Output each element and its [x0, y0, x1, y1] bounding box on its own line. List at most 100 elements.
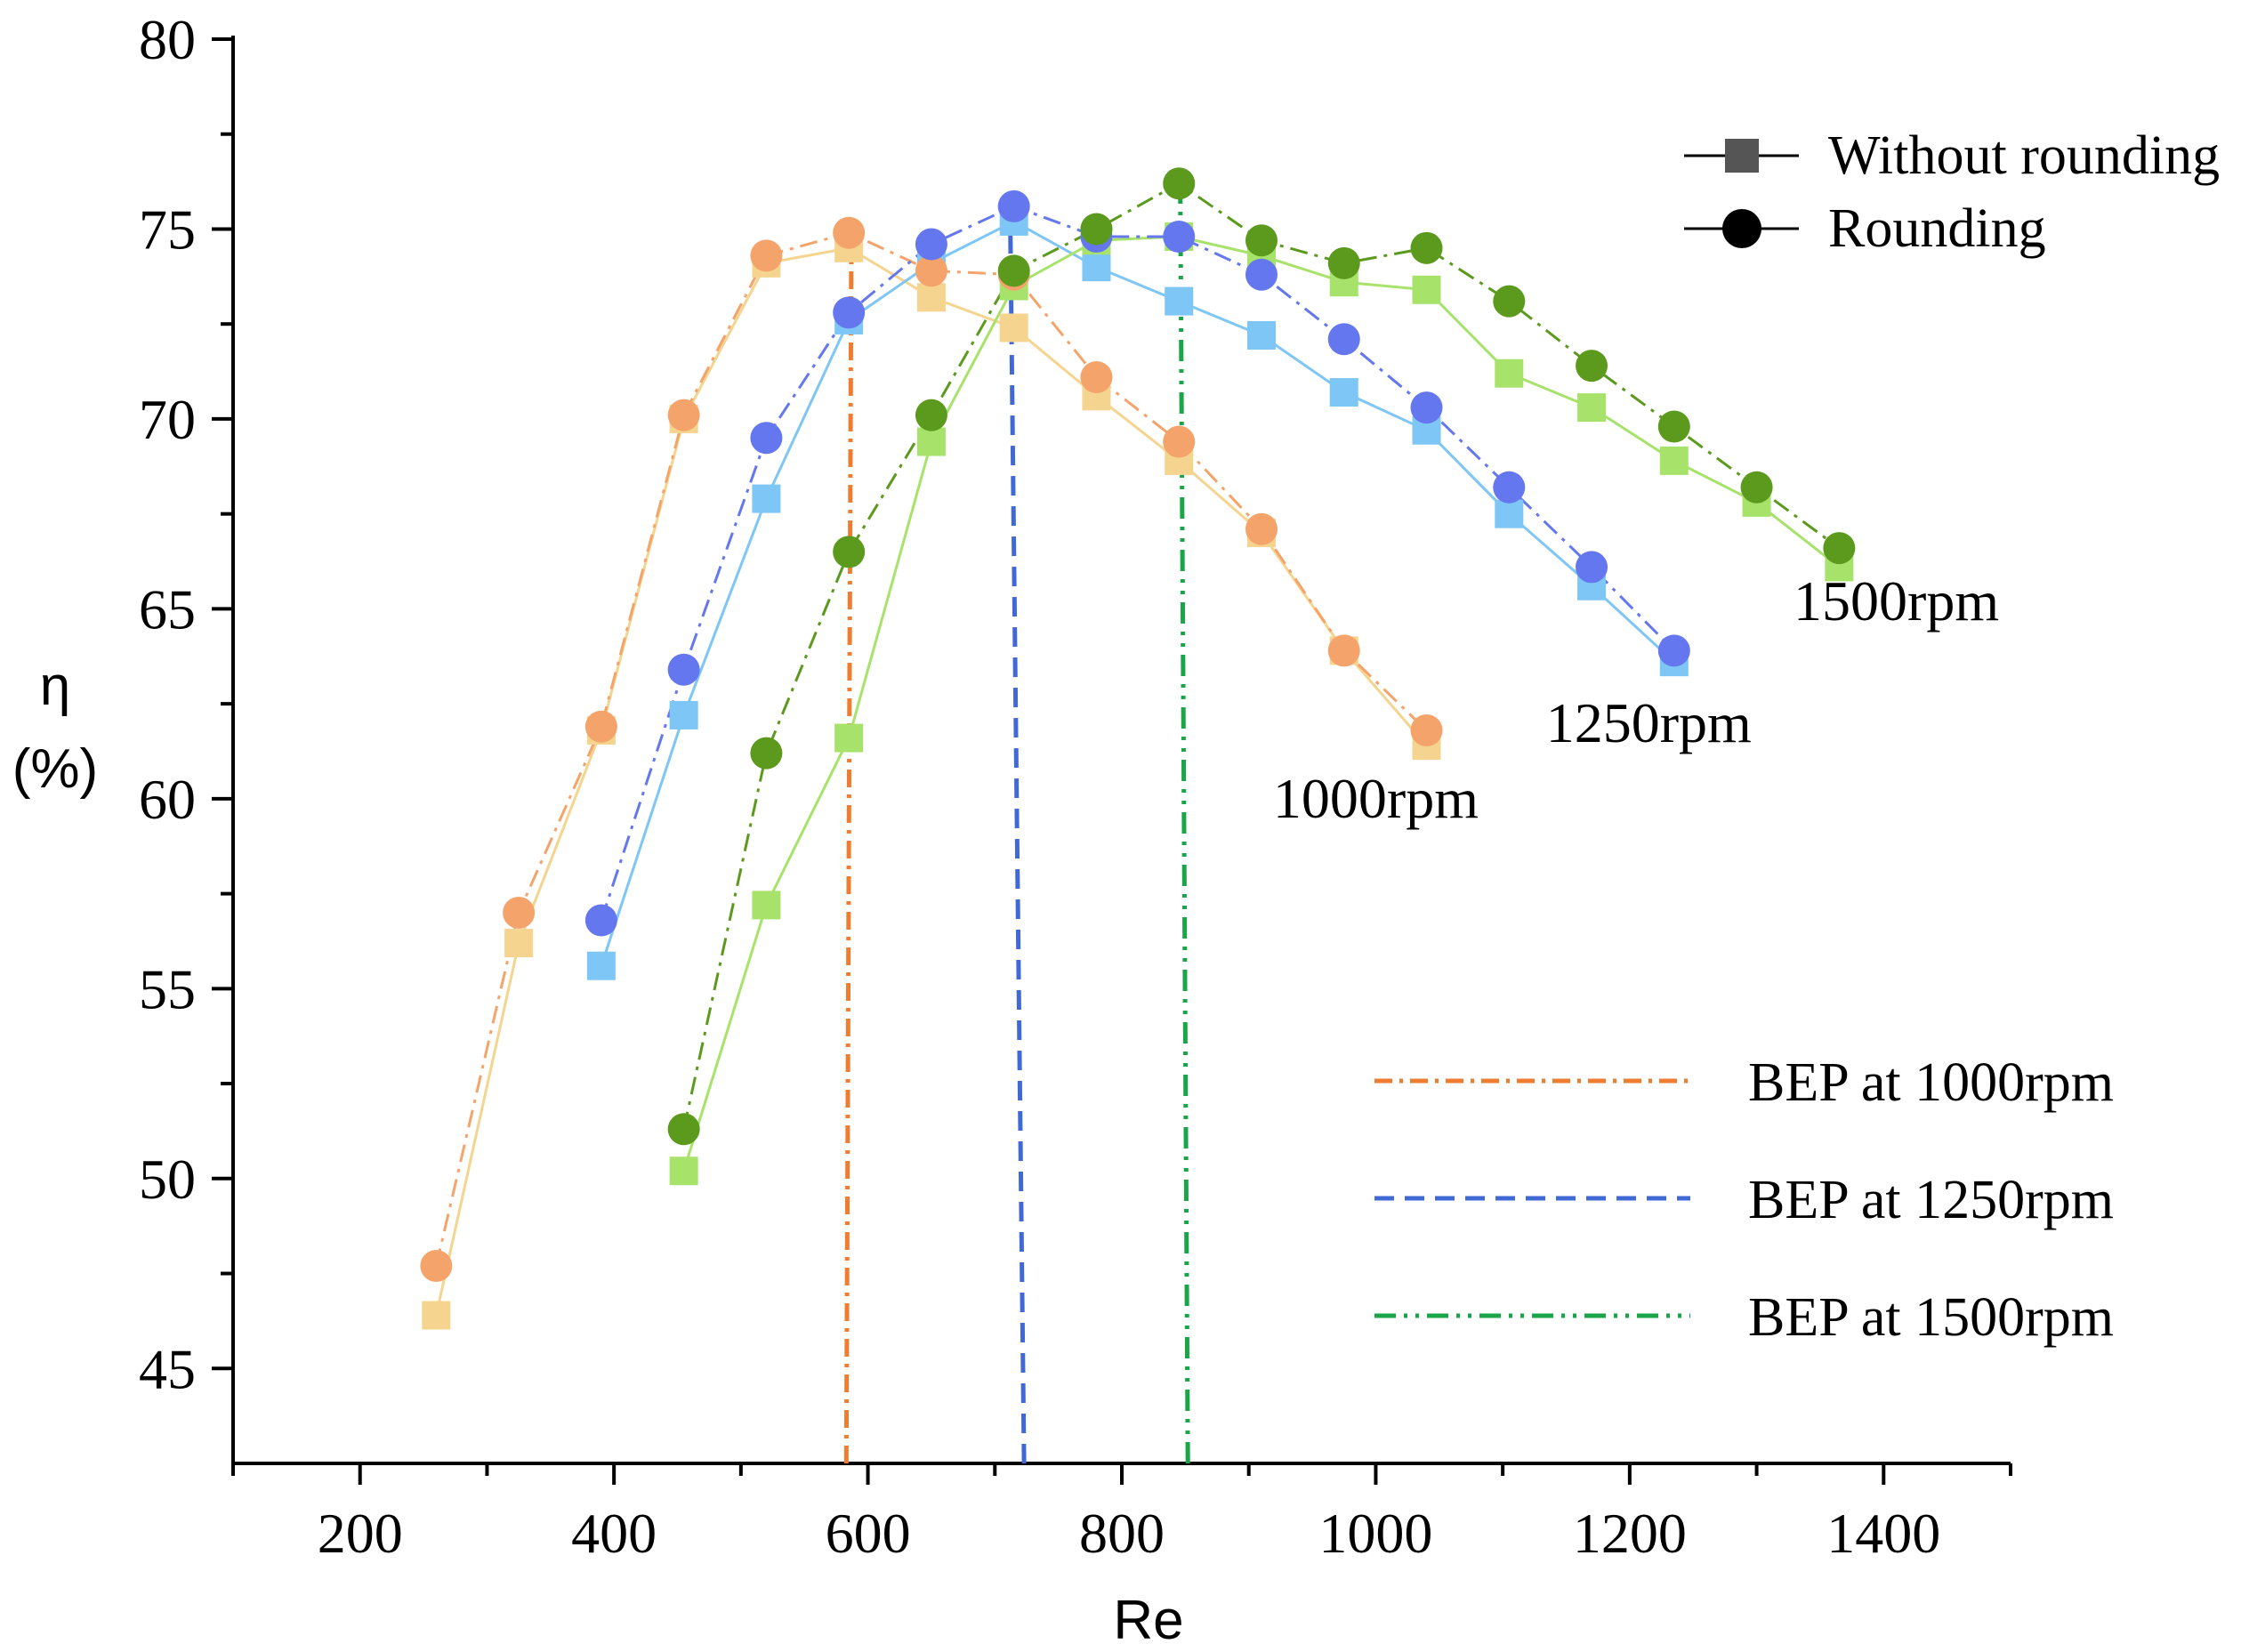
y-tick-label: 60 [139, 768, 196, 831]
data-point-square [1495, 359, 1524, 388]
data-point-square [422, 1301, 451, 1330]
y-tick-label: 75 [139, 197, 196, 261]
y-tick-label: 65 [139, 577, 196, 641]
data-point-circle [1327, 323, 1360, 356]
series-label: 1000rpm [1273, 767, 1479, 830]
data-point-square [1412, 275, 1441, 304]
bep-vertical-line [1007, 205, 1027, 1464]
data-point-square [916, 283, 946, 312]
data-point-circle [1657, 634, 1690, 667]
data-point-circle [1327, 634, 1360, 667]
data-point-square [999, 313, 1028, 342]
data-point-square [1577, 393, 1607, 423]
data-point-circle [1493, 471, 1526, 504]
y-tick-label: 80 [139, 8, 196, 71]
y-tick-label: 50 [139, 1148, 196, 1211]
series-line [600, 220, 1675, 967]
data-point-circle [1327, 246, 1360, 279]
data-point-circle [750, 239, 783, 272]
data-point-square [916, 427, 946, 456]
x-tick-label: 800 [1079, 1502, 1165, 1565]
axes: 45 50 55 60 65 70 75 80 200 400 600 800 1000 1200 1400… [12, 8, 2012, 1651]
data-point-square [1165, 286, 1194, 316]
data-point-circle [1080, 360, 1113, 393]
data-point-square [1329, 378, 1358, 407]
data-point-circle [1245, 258, 1278, 291]
series [420, 167, 1856, 1330]
legend-marker-label: Without rounding [1828, 125, 2220, 186]
data-point-circle [1410, 714, 1443, 747]
legend-bep-label: BEP at 1000rpm [1748, 1052, 2114, 1113]
bep-lines [843, 183, 1190, 1464]
y-tick-label: 55 [139, 957, 196, 1020]
data-point-square [586, 951, 616, 980]
data-point-circle [1576, 551, 1608, 584]
y-tick-label: 70 [139, 388, 196, 451]
data-point-circle [1740, 471, 1773, 504]
data-point-circle [1657, 410, 1690, 443]
y-axis-title-unit: (%) [12, 738, 98, 800]
data-point-square [1246, 321, 1276, 351]
data-point-circle [584, 710, 617, 743]
y-tick-label: 45 [139, 1337, 196, 1400]
data-point-circle [997, 189, 1030, 222]
data-point-circle [915, 399, 947, 431]
y-axis-title-symbol: η [40, 656, 70, 717]
data-point-circle [833, 216, 866, 249]
data-point-square [669, 700, 698, 729]
data-point-circle [1163, 221, 1196, 254]
bep-vertical-line [1178, 183, 1190, 1464]
x-tick-label: 400 [571, 1502, 657, 1565]
x-tick-label: 1000 [1318, 1502, 1432, 1565]
data-point-circle [1493, 285, 1526, 318]
data-point-circle [1080, 213, 1113, 246]
data-point-circle [667, 399, 700, 431]
data-point-circle [420, 1249, 453, 1282]
data-point-circle [750, 422, 783, 455]
legend-circle-marker [1722, 209, 1761, 248]
data-point-circle [833, 296, 866, 329]
data-point-circle [1245, 512, 1278, 545]
data-point-circle [584, 904, 617, 937]
data-point-circle [1576, 350, 1608, 383]
legend-bep-label: BEP at 1250rpm [1748, 1170, 2114, 1230]
series-label: 1250rpm [1546, 691, 1752, 754]
data-point-circle [833, 536, 866, 568]
data-point-square [1082, 253, 1111, 282]
series-label: 1500rpm [1794, 569, 1999, 633]
data-point-circle [1163, 167, 1196, 200]
series-labels: 1000rpm 1250rpm 1500rpm [1273, 569, 1999, 830]
x-tick-label: 600 [826, 1502, 911, 1565]
data-point-circle [1163, 425, 1196, 458]
data-point-circle [667, 653, 700, 686]
data-point-circle [503, 896, 536, 929]
x-tick-label: 1400 [1826, 1502, 1940, 1565]
legend-square-marker [1725, 139, 1759, 173]
data-point-circle [750, 737, 783, 770]
series-line [600, 205, 1675, 921]
data-point-circle [1245, 224, 1278, 257]
x-tick-label: 200 [318, 1502, 403, 1565]
data-point-square [752, 484, 781, 513]
data-point-square [504, 929, 534, 958]
data-point-square [752, 890, 781, 920]
legends: Without rounding Rounding BEP at 1000rpm BE… [1374, 125, 2220, 1348]
data-point-circle [667, 1113, 700, 1146]
data-point-circle [915, 228, 947, 261]
data-point-square [1659, 446, 1689, 475]
legend-bep-label: BEP at 1500rpm [1748, 1287, 2114, 1348]
x-tick-label: 1200 [1573, 1502, 1687, 1565]
data-point-square [834, 723, 864, 753]
data-point-square [1495, 499, 1524, 528]
bep-vertical-line [843, 229, 854, 1464]
data-point-circle [1823, 532, 1856, 565]
data-point-circle [1410, 231, 1443, 264]
data-point-circle [997, 254, 1030, 287]
data-point-square [669, 1156, 698, 1186]
series-line [434, 231, 1428, 1267]
data-point-circle [1410, 391, 1443, 424]
x-axis-title: Re [1113, 1590, 1183, 1648]
legend-marker-label: Rounding [1828, 198, 2046, 259]
